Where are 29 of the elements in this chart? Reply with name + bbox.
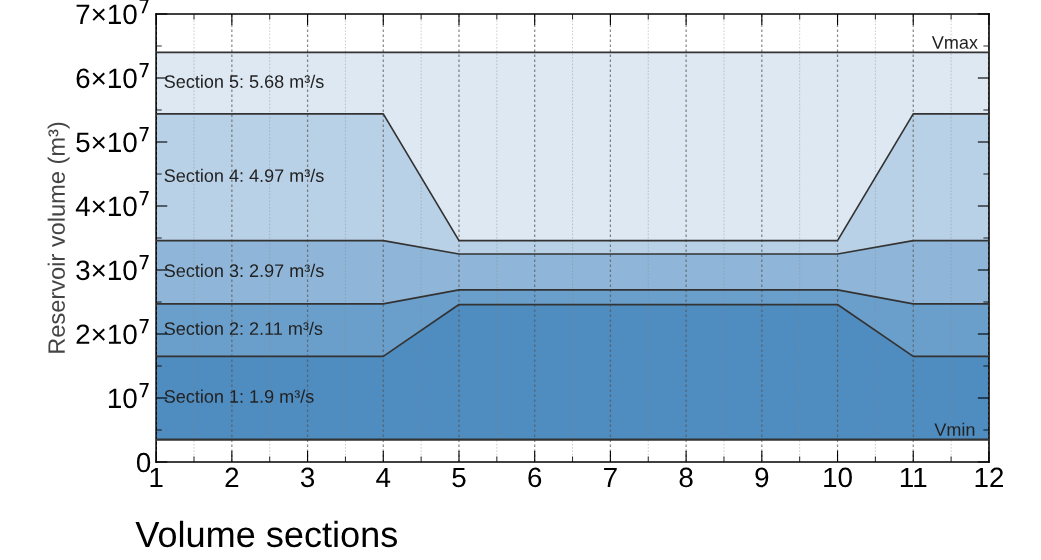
x-tick-label: 12 bbox=[975, 467, 1004, 487]
y-tick-label: 2×10$^{7}$ bbox=[76, 319, 149, 345]
y-tick-label: 10$^{7}$ bbox=[108, 383, 149, 409]
series-label: Section 1: 1.9 m³/s bbox=[164, 389, 314, 403]
x-tick-label: 6 bbox=[528, 467, 542, 488]
y-axis-title: Reservoir volume (m³) bbox=[47, 122, 70, 353]
x-tick-label: 2 bbox=[225, 467, 239, 487]
series-label: Section 5: 5.68 m³/s bbox=[164, 74, 324, 88]
x-tick-label: 4 bbox=[376, 467, 391, 487]
series-label: Section 2: 2.11 m³/s bbox=[164, 321, 323, 336]
x-tick-label: 1 bbox=[150, 467, 163, 487]
x-tick-label: 3 bbox=[300, 467, 315, 488]
series-label: Section 4: 4.97 m³/s bbox=[164, 168, 324, 183]
y-tick-label: 3×10$^{7}$ bbox=[76, 255, 149, 281]
x-tick-label: 9 bbox=[755, 467, 769, 488]
annotation: Vmax bbox=[931, 36, 978, 49]
x-tick-label: 8 bbox=[679, 467, 693, 488]
x-tick-label: 5 bbox=[452, 467, 466, 488]
y-tick-label: 7×10$^{7}$ bbox=[76, 0, 149, 25]
x-tick-label: 7 bbox=[604, 467, 617, 487]
ref-line-label: Vmin bbox=[934, 422, 975, 436]
y-tick-label: 0 bbox=[136, 452, 151, 473]
x-tick-label: 11 bbox=[900, 467, 927, 487]
x-tick-label: 10 bbox=[824, 467, 852, 488]
x-axis-title: Volume sections bbox=[135, 520, 397, 548]
y-tick-label: 6×10$^{7}$ bbox=[76, 63, 149, 89]
series-label: Section 3: 2.97 m³/s bbox=[164, 263, 324, 278]
y-tick-label: 5×10$^{7}$ bbox=[76, 127, 149, 153]
y-tick-label: 4×10$^{7}$ bbox=[75, 191, 149, 217]
